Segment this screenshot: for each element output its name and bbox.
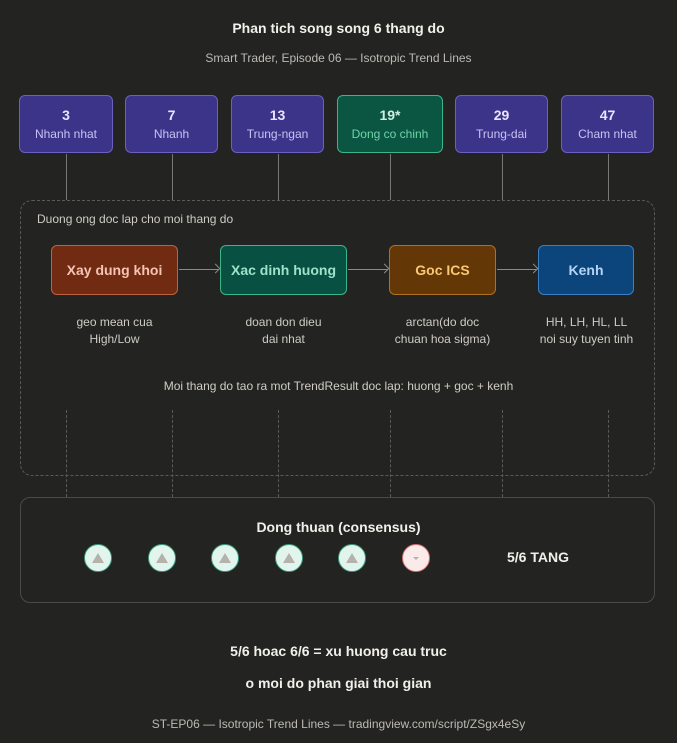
pipeline-container xyxy=(20,200,655,476)
connector-line xyxy=(66,154,67,200)
scale-value: 47 xyxy=(599,107,616,123)
vote-up-icon xyxy=(148,544,176,572)
arrow-icon xyxy=(497,269,537,270)
conclusion-line-2: o moi do phan giai thoi gian xyxy=(245,675,432,691)
desc-line: geo mean cua xyxy=(76,315,153,329)
scale-box-29: 29 Trung-dai xyxy=(455,95,548,153)
stage-channel: Kenh xyxy=(538,245,634,295)
consensus-panel xyxy=(20,497,655,603)
connector-line xyxy=(278,154,279,200)
desc-line: doan don dieu xyxy=(245,315,322,329)
desc-line: arctan(do doc xyxy=(405,315,480,329)
scale-value: 19* xyxy=(379,107,401,123)
scale-label: Trung-ngan xyxy=(246,127,309,141)
scale-value: 29 xyxy=(493,107,510,123)
footer: ST-EP06 — Isotropic Trend Lines — tradin… xyxy=(151,717,526,731)
desc-line: chuan hoa sigma) xyxy=(394,332,491,346)
connector-line xyxy=(502,154,503,200)
desc-line: High/Low xyxy=(89,332,140,346)
vote-up-icon xyxy=(84,544,112,572)
scale-value: 3 xyxy=(62,107,70,123)
vote-up-icon xyxy=(211,544,239,572)
desc-line: dai nhat xyxy=(262,332,305,346)
stage-desc: geo mean cua High/Low xyxy=(44,314,185,348)
dashed-connector xyxy=(172,410,173,497)
scale-box-13: 13 Trung-ngan xyxy=(231,95,324,153)
scale-value: 7 xyxy=(167,107,176,123)
dashed-connector xyxy=(278,410,279,497)
stage-direction: Xac dinh huong xyxy=(220,245,347,295)
stage-ics-angle: Goc ICS xyxy=(389,245,496,295)
desc-line: HH, LH, HL, LL xyxy=(545,315,628,329)
dashed-connector xyxy=(608,410,609,497)
connector-line xyxy=(390,154,391,200)
scale-box-7: 7 Nhanh xyxy=(125,95,218,153)
subtitle: Smart Trader, Episode 06 — Isotropic Tre… xyxy=(205,51,472,65)
stage-desc: doan don dieu dai nhat xyxy=(213,314,354,348)
consensus-result: 5/6 TANG xyxy=(507,549,569,565)
dashed-connector xyxy=(66,410,67,497)
scale-box-3: 3 Nhanh nhat xyxy=(19,95,113,153)
stage-desc: arctan(do doc chuan hoa sigma) xyxy=(372,314,513,348)
dashed-connector xyxy=(502,410,503,497)
vote-down-icon xyxy=(402,544,430,572)
vote-up-icon xyxy=(275,544,303,572)
dashed-connector xyxy=(390,410,391,497)
conclusion-line-1: 5/6 hoac 6/6 = xu huong cau truc xyxy=(230,643,447,659)
vote-up-icon xyxy=(338,544,366,572)
arrow-icon xyxy=(348,269,388,270)
scale-value: 13 xyxy=(269,107,286,123)
consensus-title: Dong thuan (consensus) xyxy=(256,519,421,535)
scale-box-47: 47 Cham nhat xyxy=(561,95,654,153)
pipeline-note: Moi thang do tao ra mot TrendResult doc … xyxy=(163,379,514,393)
scale-label: Dong co chinh xyxy=(351,127,429,141)
scale-label: Nhanh nhat xyxy=(34,127,98,141)
arrow-icon xyxy=(179,269,219,270)
scale-label: Cham nhat xyxy=(578,127,637,141)
connector-line xyxy=(608,154,609,200)
page-title: Phan tich song song 6 thang do xyxy=(232,20,445,36)
stage-desc: HH, LH, HL, LL noi suy tuyen tinh xyxy=(516,314,657,348)
stage-block-build: Xay dung khoi xyxy=(51,245,178,295)
scale-label: Nhanh xyxy=(153,127,190,141)
connector-line xyxy=(172,154,173,200)
desc-line: noi suy tuyen tinh xyxy=(539,332,634,346)
scale-label: Trung-dai xyxy=(476,127,527,141)
scale-box-19: 19* Dong co chinh xyxy=(337,95,443,153)
pipeline-label: Duong ong doc lap cho moi thang do xyxy=(37,212,234,226)
